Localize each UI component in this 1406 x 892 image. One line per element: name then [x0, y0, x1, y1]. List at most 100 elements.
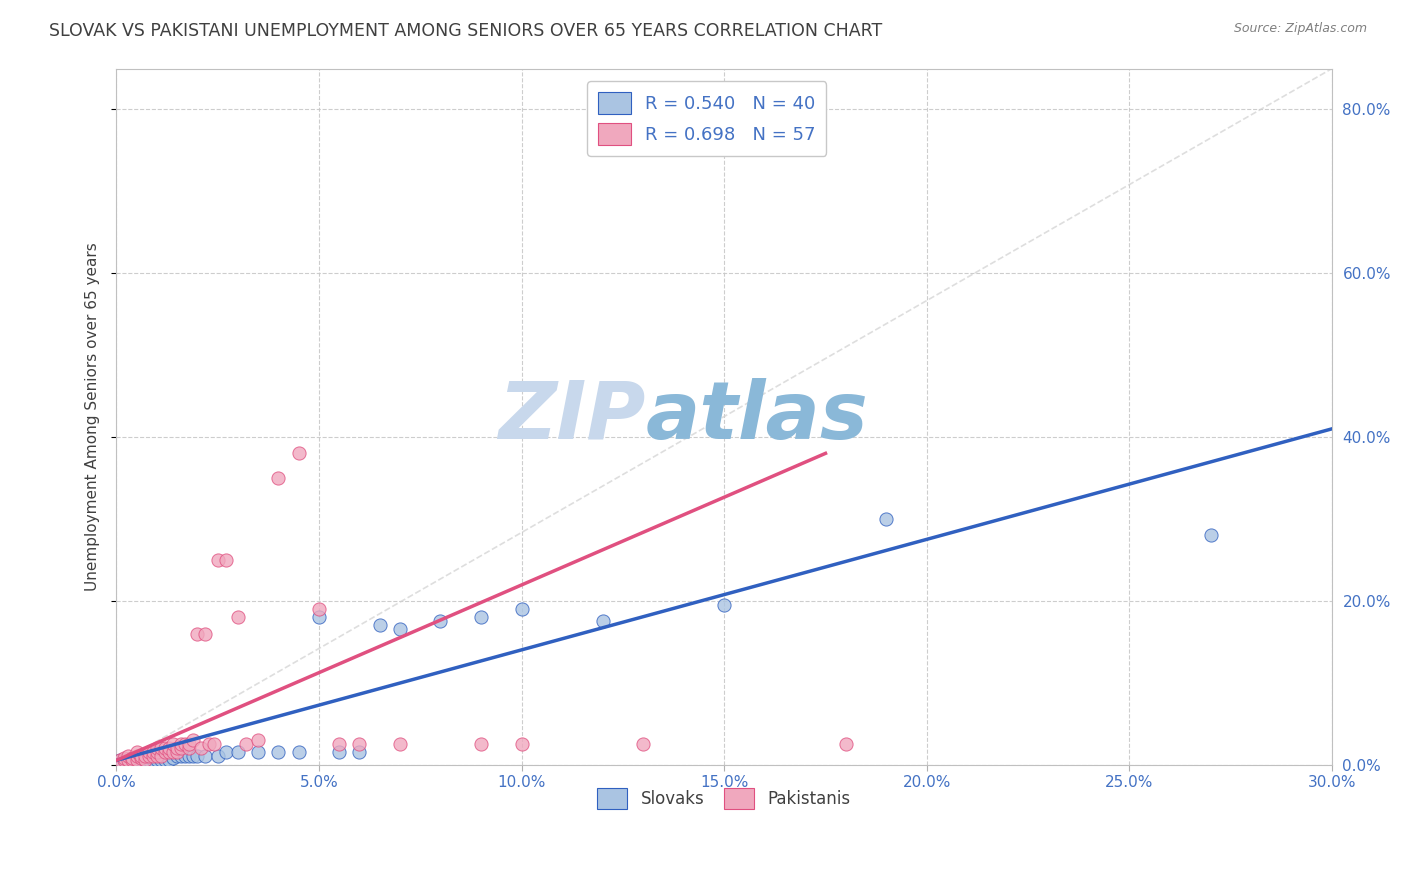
Point — [162, 751, 184, 765]
Point — [112, 751, 135, 765]
Point — [349, 737, 371, 751]
Point — [179, 741, 201, 756]
Text: Source: ZipAtlas.com: Source: ZipAtlas.com — [1233, 22, 1367, 36]
Point — [125, 749, 148, 764]
Point — [153, 745, 176, 759]
Point — [146, 741, 169, 756]
Point — [181, 733, 204, 747]
Point — [125, 751, 148, 765]
Point — [153, 741, 176, 756]
Point — [166, 749, 188, 764]
Point — [470, 737, 492, 751]
Y-axis label: Unemployment Among Seniors over 65 years: Unemployment Among Seniors over 65 years — [86, 242, 100, 591]
Point — [388, 737, 411, 751]
Point — [121, 753, 143, 767]
Point — [110, 753, 132, 767]
Point — [174, 737, 197, 751]
Point — [125, 753, 148, 767]
Point — [121, 753, 143, 767]
Point — [134, 749, 156, 764]
Point — [129, 753, 152, 767]
Point — [146, 753, 169, 767]
Point — [149, 753, 172, 767]
Point — [247, 745, 270, 759]
Point — [112, 753, 135, 767]
Point — [129, 751, 152, 765]
Point — [146, 749, 169, 764]
Point — [138, 745, 160, 759]
Point — [110, 753, 132, 767]
Text: SLOVAK VS PAKISTANI UNEMPLOYMENT AMONG SENIORS OVER 65 YEARS CORRELATION CHART: SLOVAK VS PAKISTANI UNEMPLOYMENT AMONG S… — [49, 22, 883, 40]
Point — [713, 598, 735, 612]
Point — [138, 753, 160, 767]
Point — [117, 753, 139, 767]
Point — [142, 749, 165, 764]
Point — [149, 741, 172, 756]
Point — [592, 614, 614, 628]
Point — [112, 753, 135, 767]
Point — [226, 610, 249, 624]
Point — [215, 553, 238, 567]
Point — [179, 737, 201, 751]
Point — [349, 745, 371, 759]
Point — [129, 749, 152, 764]
Point — [134, 753, 156, 767]
Point — [875, 512, 897, 526]
Point — [202, 737, 225, 751]
Point — [198, 737, 221, 751]
Point — [215, 745, 238, 759]
Point — [170, 741, 193, 756]
Point — [166, 741, 188, 756]
Point — [157, 745, 180, 759]
Point — [179, 749, 201, 764]
Point — [138, 749, 160, 764]
Point — [368, 618, 391, 632]
Point — [247, 733, 270, 747]
Point — [117, 749, 139, 764]
Point — [835, 737, 858, 751]
Point — [328, 745, 350, 759]
Point — [235, 737, 257, 751]
Point — [186, 626, 208, 640]
Point — [207, 749, 229, 764]
Point — [226, 745, 249, 759]
Point — [388, 623, 411, 637]
Point — [117, 753, 139, 767]
Point — [194, 749, 217, 764]
Point — [174, 749, 197, 764]
Legend: Slovaks, Pakistanis: Slovaks, Pakistanis — [591, 781, 858, 815]
Point — [510, 602, 533, 616]
Point — [162, 745, 184, 759]
Point — [162, 737, 184, 751]
Point — [153, 753, 176, 767]
Point — [157, 753, 180, 767]
Point — [142, 753, 165, 767]
Text: atlas: atlas — [645, 377, 868, 456]
Point — [157, 741, 180, 756]
Point — [142, 745, 165, 759]
Point — [328, 737, 350, 751]
Point — [186, 749, 208, 764]
Text: ZIP: ZIP — [498, 377, 645, 456]
Point — [146, 745, 169, 759]
Point — [287, 745, 309, 759]
Point — [181, 749, 204, 764]
Point — [1199, 528, 1222, 542]
Point — [125, 745, 148, 759]
Point — [308, 602, 330, 616]
Point — [267, 471, 290, 485]
Point — [429, 614, 451, 628]
Point — [287, 446, 309, 460]
Point — [194, 626, 217, 640]
Point — [170, 737, 193, 751]
Point — [134, 753, 156, 767]
Point — [510, 737, 533, 751]
Point — [125, 753, 148, 767]
Point — [631, 737, 654, 751]
Point — [308, 610, 330, 624]
Point — [121, 751, 143, 765]
Point — [170, 749, 193, 764]
Point — [190, 741, 212, 756]
Point — [149, 749, 172, 764]
Point — [207, 553, 229, 567]
